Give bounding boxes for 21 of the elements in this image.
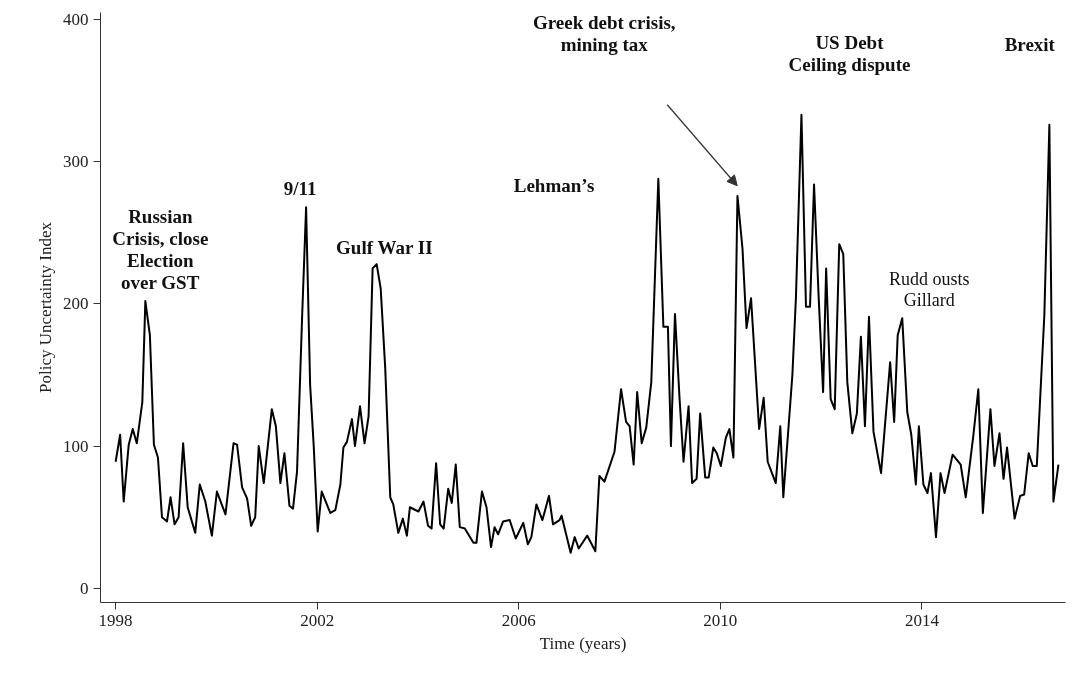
y-tick-label: 0: [80, 578, 89, 598]
x-tick-label: 1998: [98, 610, 133, 630]
x-tick-label: 2006: [501, 610, 536, 630]
annotation: Gulf War II: [336, 237, 433, 259]
y-tick-label: 400: [63, 10, 89, 30]
y-axis-title: Policy Uncertainty Index: [36, 221, 55, 393]
line-series: [114, 113, 1060, 554]
x-axis-title: Time (years): [539, 633, 627, 653]
x-tick-label: 2014: [904, 610, 940, 630]
annotation: Russian Crisis, close Election over GST: [112, 205, 209, 294]
y-tick-label: 300: [63, 152, 89, 172]
annotation: Greek debt crisis, mining tax: [532, 12, 676, 56]
annotation: US Debt Ceiling dispute: [788, 31, 911, 75]
annotation: Brexit: [1004, 34, 1056, 56]
x-tick-label: 2002: [300, 610, 335, 630]
y-tick-label: 200: [63, 294, 89, 314]
annotation: Lehman’s: [513, 175, 595, 197]
annotation: Rudd ousts Gillard: [888, 269, 970, 311]
annotation: 9/11: [283, 178, 317, 200]
x-tick-label: 2010: [703, 610, 738, 630]
y-tick-label: 100: [63, 436, 89, 456]
